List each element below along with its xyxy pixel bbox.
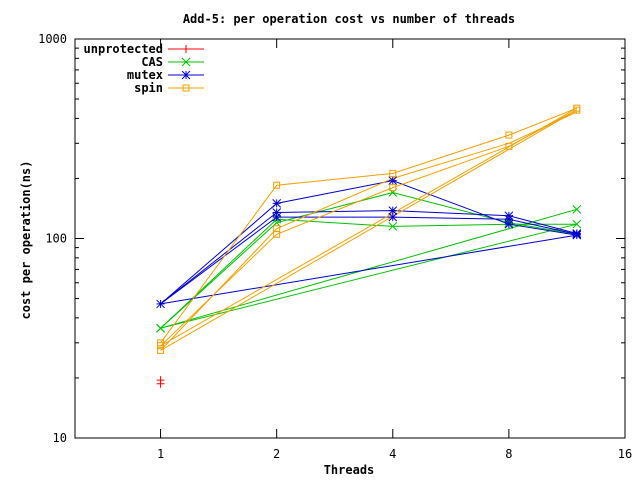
x-tick-label: 2 bbox=[273, 447, 280, 461]
legend-entry-unprotected: unprotected bbox=[84, 42, 204, 56]
data-point bbox=[388, 176, 398, 185]
chart-title: Add-5: per operation cost vs number of t… bbox=[183, 12, 515, 26]
data-point bbox=[156, 323, 165, 333]
series-line-CAS bbox=[160, 208, 577, 329]
x-axis-label: Threads bbox=[324, 463, 375, 477]
data-point bbox=[272, 212, 282, 222]
series-line-CAS bbox=[160, 218, 577, 329]
data-point bbox=[273, 225, 281, 233]
data-point bbox=[272, 199, 282, 208]
x-tick-label: 8 bbox=[505, 447, 512, 461]
x-tick-label: 16 bbox=[618, 447, 632, 461]
data-point bbox=[573, 106, 581, 114]
legend-entry-CAS: CAS bbox=[141, 55, 204, 69]
legend-marker bbox=[181, 70, 191, 80]
plot-frame bbox=[74, 38, 626, 439]
series-markers bbox=[156, 104, 582, 388]
series-line-CAS bbox=[160, 191, 577, 329]
series-line-spin bbox=[160, 107, 578, 347]
legend-entry-spin: spin bbox=[134, 81, 204, 95]
data-point bbox=[157, 342, 165, 350]
data-point bbox=[389, 169, 397, 177]
data-point bbox=[388, 212, 398, 222]
x-tick-label: 4 bbox=[389, 447, 396, 461]
data-point bbox=[572, 204, 582, 214]
data-point bbox=[389, 184, 397, 192]
data-point bbox=[388, 222, 398, 231]
axis-ticks: 10 100 1000 1 2 4 8 16 bbox=[38, 32, 632, 461]
data-point bbox=[572, 219, 582, 229]
data-point bbox=[572, 229, 582, 239]
y-tick-label: 100 bbox=[45, 232, 67, 246]
data-point bbox=[156, 379, 165, 388]
series-line-spin bbox=[160, 109, 578, 351]
data-point bbox=[388, 206, 398, 215]
series-line-spin bbox=[160, 107, 577, 344]
data-point bbox=[505, 131, 513, 139]
data-point bbox=[273, 181, 281, 189]
legend-marker bbox=[181, 57, 191, 67]
series-line-CAS bbox=[160, 223, 577, 329]
y-tick-label: 1000 bbox=[38, 32, 67, 46]
legend-entry-mutex: mutex bbox=[127, 68, 204, 82]
x-tick-label: 1 bbox=[157, 447, 164, 461]
data-point bbox=[505, 142, 513, 150]
legend-label: mutex bbox=[127, 68, 163, 82]
legend-marker bbox=[182, 45, 190, 53]
data-point bbox=[504, 214, 514, 224]
series-lines bbox=[160, 107, 578, 351]
legend-marker bbox=[182, 84, 190, 92]
data-point bbox=[156, 299, 165, 309]
y-axis-label: cost per operation(ns) bbox=[19, 161, 33, 320]
data-point bbox=[157, 346, 165, 354]
series-line-mutex bbox=[160, 234, 577, 305]
y-tick-label: 10 bbox=[53, 431, 67, 445]
legend-label: unprotected bbox=[84, 42, 163, 56]
legend-label: CAS bbox=[141, 55, 163, 69]
legend-label: spin bbox=[134, 81, 163, 95]
